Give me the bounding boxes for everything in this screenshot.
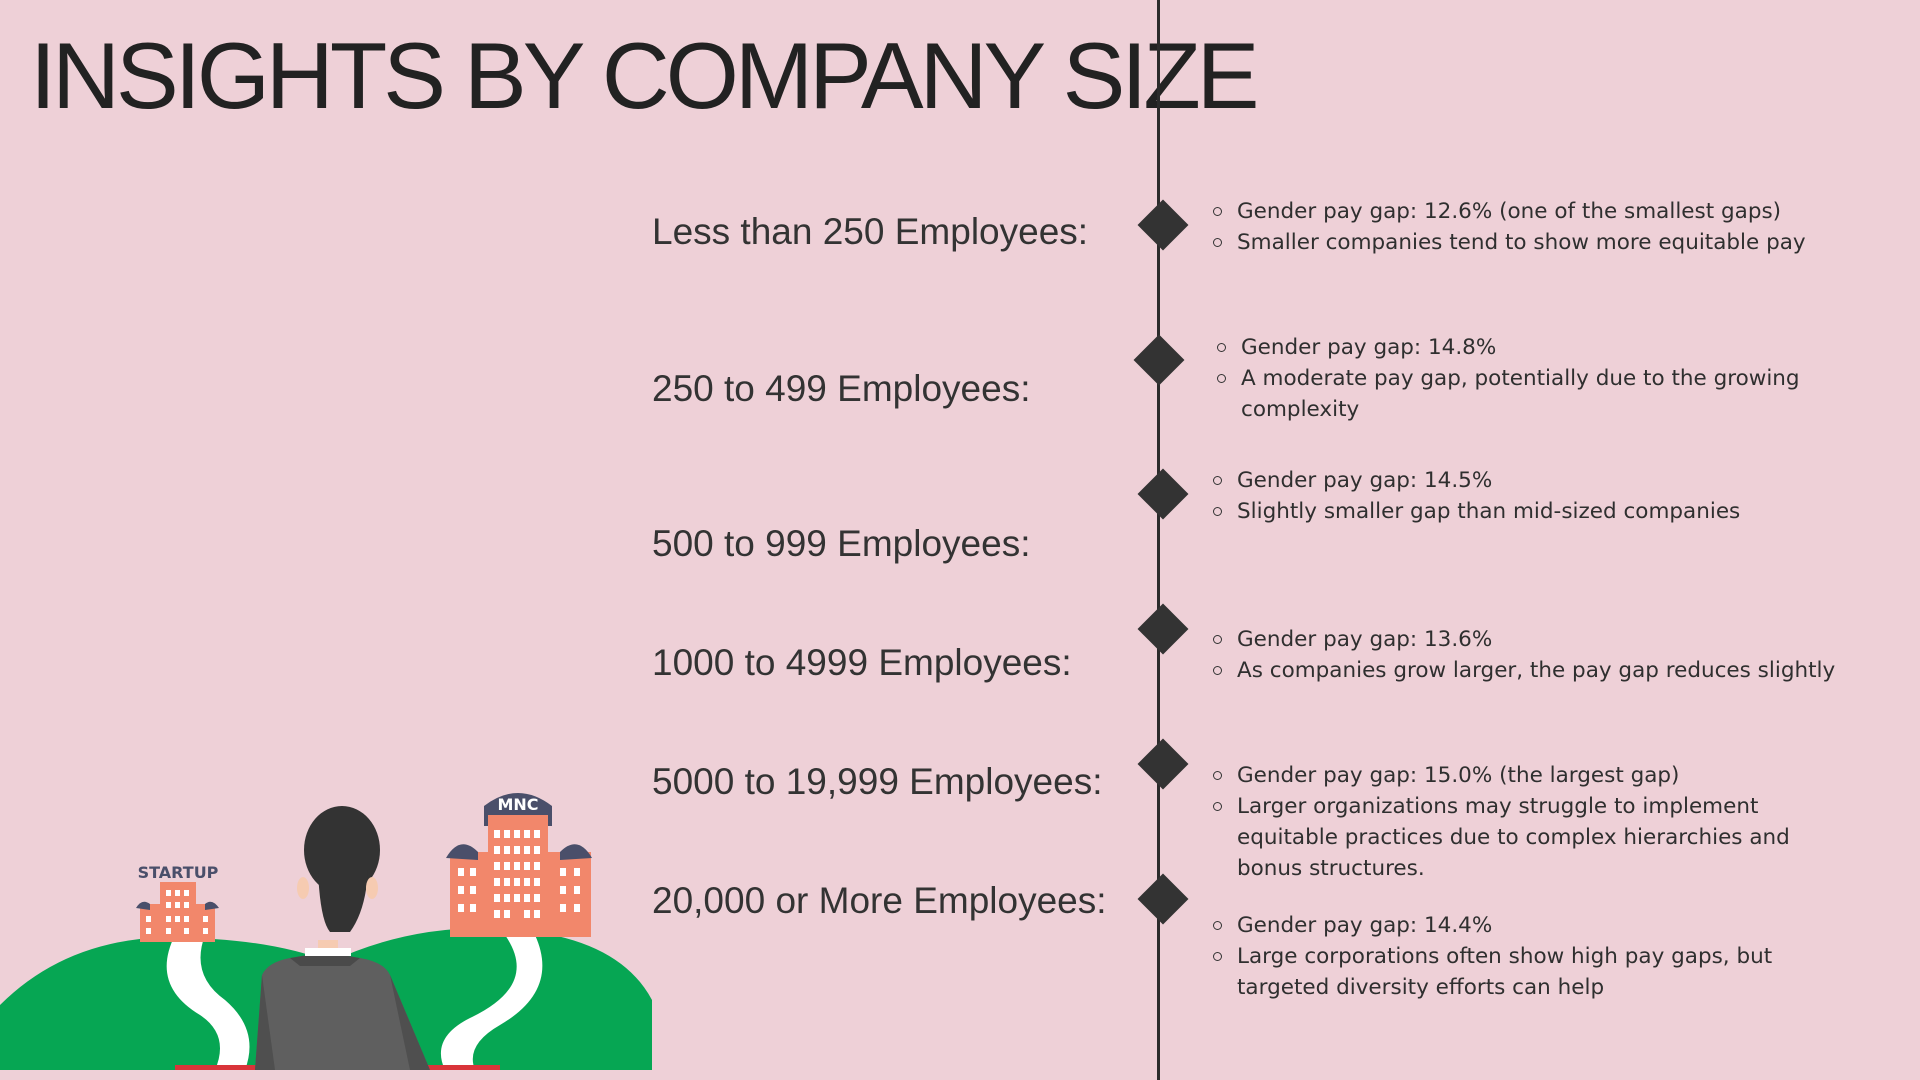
size-label-250-499: 250 to 499 Employees: <box>652 368 1031 409</box>
size-details-under-250: Gender pay gap: 12.6% (one of the smalle… <box>1211 196 1871 258</box>
detail-item: Gender pay gap: 14.8% <box>1215 332 1855 363</box>
detail-item: Gender pay gap: 14.4% <box>1211 910 1851 941</box>
businessman-icon <box>255 806 430 1070</box>
size-details-20000-plus: Gender pay gap: 14.4% Large corporations… <box>1211 910 1851 1003</box>
timeline-marker <box>1137 873 1189 925</box>
startup-sign: STARTUP <box>138 863 219 882</box>
crossroads-illustration: STARTUP MNC <box>0 793 652 1070</box>
detail-item: Gender pay gap: 13.6% <box>1211 624 1911 655</box>
size-details-5000-19999: Gender pay gap: 15.0% (the largest gap) … <box>1211 760 1851 884</box>
detail-item: Slightly smaller gap than mid-sized comp… <box>1211 496 1871 527</box>
detail-item: Gender pay gap: 15.0% (the largest gap) <box>1211 760 1851 791</box>
size-details-1000-4999: Gender pay gap: 13.6% As companies grow … <box>1211 624 1911 686</box>
size-label-under-250: Less than 250 Employees: <box>652 211 1089 252</box>
startup-building-icon <box>136 882 219 942</box>
size-label-500-999: 500 to 999 Employees: <box>652 523 1031 564</box>
size-label-5000-19999: 5000 to 19,999 Employees: <box>652 761 1103 802</box>
timeline-marker <box>1137 199 1189 251</box>
size-details-500-999: Gender pay gap: 14.5% Slightly smaller g… <box>1211 465 1871 527</box>
detail-item: Gender pay gap: 14.5% <box>1211 465 1871 496</box>
timeline-line <box>1157 0 1160 1080</box>
timeline-marker <box>1133 334 1185 386</box>
path-left-shape <box>166 935 250 1070</box>
path-right-shape <box>440 935 543 1070</box>
size-label-1000-4999: 1000 to 4999 Employees: <box>652 642 1072 683</box>
timeline-marker <box>1137 738 1189 790</box>
size-details-250-499: Gender pay gap: 14.8% A moderate pay gap… <box>1215 332 1855 425</box>
size-label-20000-plus: 20,000 or More Employees: <box>652 880 1107 921</box>
detail-item: Smaller companies tend to show more equi… <box>1211 227 1871 258</box>
mnc-building-icon <box>446 793 592 937</box>
timeline-marker <box>1137 603 1189 655</box>
page-title: INSIGHTS BY COMPANY SIZE <box>30 23 1260 128</box>
detail-item: Gender pay gap: 12.6% (one of the smalle… <box>1211 196 1871 227</box>
detail-item: A moderate pay gap, potentially due to t… <box>1215 363 1855 425</box>
detail-item: Large corporations often show high pay g… <box>1211 941 1851 1003</box>
detail-item: As companies grow larger, the pay gap re… <box>1211 655 1911 686</box>
mnc-sign: MNC <box>497 795 538 814</box>
timeline-marker <box>1137 468 1189 520</box>
detail-item: Larger organizations may struggle to imp… <box>1211 791 1851 884</box>
